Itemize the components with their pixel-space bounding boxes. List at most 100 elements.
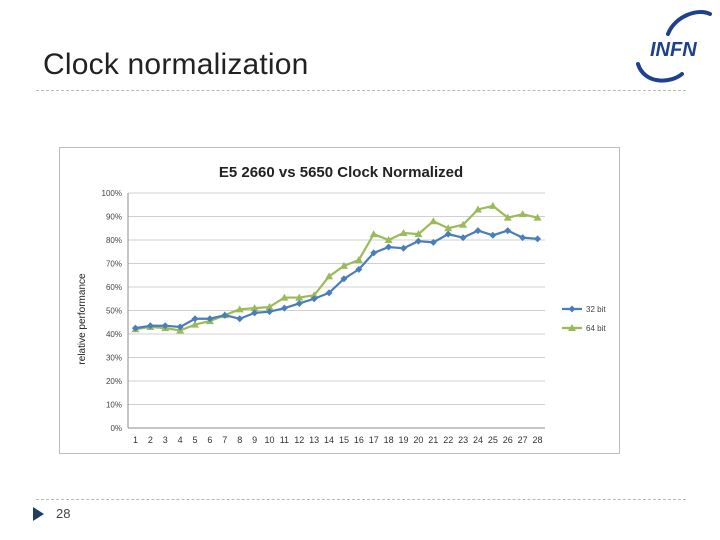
data-point-64-bit (265, 302, 274, 310)
x-tick-label: 4 (178, 435, 183, 445)
x-tick-label: 23 (458, 435, 468, 445)
x-tick-label: 26 (503, 435, 513, 445)
data-point-32-bit (176, 323, 184, 331)
legend-marker (568, 324, 576, 331)
x-tick-label: 11 (280, 435, 289, 445)
chart-frame: E5 2660 vs 5650 Clock Normalized 0% 10% 20… (59, 147, 620, 454)
legend-label: 64 bit (586, 324, 606, 333)
x-tick-label: 24 (473, 435, 483, 445)
x-tick-label: 14 (324, 435, 334, 445)
data-point-32-bit (280, 304, 288, 312)
data-point-32-bit (251, 309, 259, 317)
data-point-32-bit (414, 237, 422, 245)
slide-title: Clock normalization (43, 48, 309, 81)
series-64-bit (131, 201, 542, 334)
y-tick-label: 20% (106, 377, 122, 386)
y-tick-label: 50% (106, 307, 122, 316)
data-point-32-bit (385, 243, 393, 251)
data-point-32-bit (265, 308, 273, 316)
data-point-32-bit (146, 322, 154, 330)
data-point-32-bit (325, 289, 333, 297)
title-divider (36, 90, 686, 91)
data-point-64-bit (444, 224, 453, 232)
x-tick-label: 12 (294, 435, 304, 445)
series-line-64-bit (135, 204, 538, 332)
data-point-64-bit (250, 304, 259, 312)
data-point-32-bit (459, 234, 467, 242)
x-tick-label: 21 (428, 435, 438, 445)
y-tick-label: 0% (110, 424, 122, 433)
data-point-32-bit (221, 311, 229, 319)
x-tick-label: 9 (252, 435, 257, 445)
data-point-64-bit (191, 320, 200, 328)
data-point-32-bit (489, 231, 497, 239)
x-tick-label: 6 (207, 435, 212, 445)
data-point-64-bit (339, 261, 348, 269)
y-tick-label: 40% (106, 330, 122, 339)
data-point-32-bit (161, 322, 169, 330)
data-point-64-bit (518, 210, 527, 218)
data-point-32-bit (429, 238, 437, 246)
chart-title: E5 2660 vs 5650 Clock Normalized (219, 164, 463, 181)
footer-divider (36, 499, 686, 500)
x-tick-label: 13 (309, 435, 319, 445)
page-number: 28 (56, 506, 71, 521)
data-point-64-bit (369, 230, 378, 238)
y-tick-label: 10% (106, 401, 122, 410)
x-tick-label: 15 (339, 435, 349, 445)
x-tick-label: 3 (163, 435, 168, 445)
x-tick-label: 16 (354, 435, 364, 445)
line-chart: E5 2660 vs 5650 Clock Normalized 0% 10% 20… (77, 164, 606, 445)
data-point-64-bit (325, 272, 334, 280)
legend-marker (568, 305, 576, 313)
data-point-32-bit (370, 249, 378, 257)
data-point-32-bit (340, 275, 348, 283)
arrow-right-icon (33, 507, 44, 521)
legend-item-32-bit: 32 bit (562, 305, 606, 314)
data-point-32-bit (504, 227, 512, 235)
series-32-bit (131, 227, 542, 332)
x-tick-label: 8 (237, 435, 242, 445)
x-tick-label: 20 (413, 435, 423, 445)
x-tick-label: 19 (399, 435, 409, 445)
data-point-32-bit (355, 265, 363, 273)
data-point-32-bit (444, 230, 452, 238)
legend-item-64-bit: 64 bit (562, 324, 606, 333)
legend-label: 32 bit (586, 305, 606, 314)
x-tick-label: 10 (264, 435, 274, 445)
x-tick-label: 18 (384, 435, 394, 445)
x-tick-label: 28 (533, 435, 543, 445)
x-tick-label: 22 (443, 435, 453, 445)
data-point-32-bit (534, 235, 542, 243)
data-point-64-bit (503, 213, 512, 221)
y-tick-label: 90% (106, 213, 122, 222)
x-tick-label: 17 (369, 435, 379, 445)
data-point-64-bit (399, 228, 408, 236)
data-point-32-bit (310, 295, 318, 303)
data-point-32-bit (236, 315, 244, 323)
data-point-32-bit (206, 315, 214, 323)
data-point-64-bit (295, 293, 304, 301)
data-point-64-bit (280, 293, 289, 301)
x-tick-label: 7 (222, 435, 227, 445)
data-point-32-bit (191, 315, 199, 323)
y-tick-label: 80% (106, 236, 122, 245)
x-tick-label: 5 (193, 435, 198, 445)
y-tick-label: 30% (106, 354, 122, 363)
y-tick-label: 70% (106, 260, 122, 269)
logo-text: INFN (650, 39, 697, 61)
data-point-32-bit (519, 234, 527, 242)
y-axis-label: relative performance (77, 273, 88, 365)
data-point-64-bit (459, 220, 468, 228)
y-tick-label: 100% (102, 189, 122, 198)
x-tick-label: 1 (133, 435, 138, 445)
series-line-32-bit (135, 229, 538, 330)
infn-logo: INFN (630, 4, 720, 84)
data-point-32-bit (295, 299, 303, 307)
x-tick-label: 25 (488, 435, 498, 445)
data-point-64-bit (414, 230, 423, 238)
data-point-64-bit (384, 236, 393, 243)
data-point-32-bit (474, 227, 482, 235)
data-point-32-bit (131, 324, 139, 332)
data-point-32-bit (400, 244, 408, 252)
